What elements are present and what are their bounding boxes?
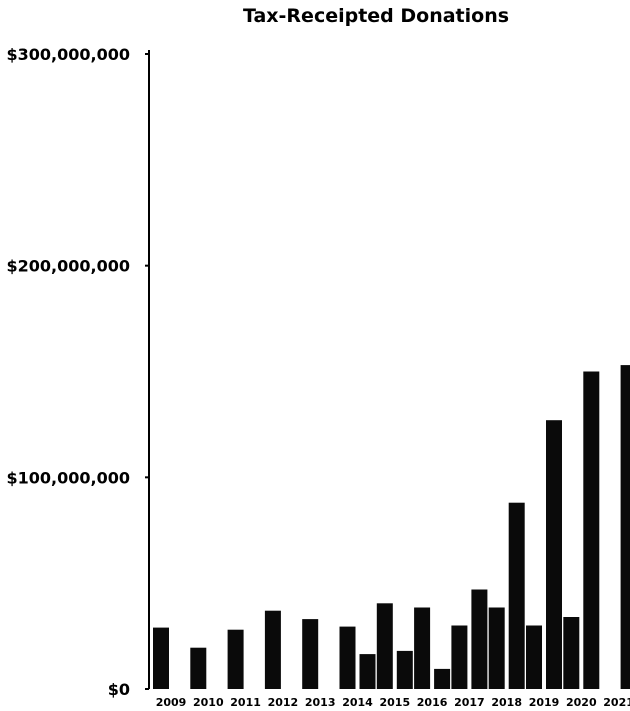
chart-title: Tax-Receipted Donations <box>243 5 509 27</box>
y-tick-label: $200,000,000 <box>7 257 130 276</box>
bar-2016-2 <box>434 668 451 689</box>
bar-2015-1 <box>376 603 393 689</box>
bar-2020-1 <box>563 617 580 689</box>
x-tick-label: 2021 <box>603 696 630 709</box>
bar-2021-2 <box>620 365 630 689</box>
x-tick-label: 2020 <box>566 696 597 709</box>
bar-2011-1 <box>227 629 244 689</box>
x-axis: 2009 2010 2011 2012 2013 2014 2015 2016 2017 2018… <box>156 696 630 709</box>
x-tick-label: 2010 <box>193 696 224 709</box>
bar-2013-1 <box>302 619 319 689</box>
bar-2009-1 <box>153 627 169 689</box>
bar-2018-1 <box>488 607 505 689</box>
x-tick-label: 2016 <box>417 696 448 709</box>
x-tick-label: 2017 <box>454 696 485 709</box>
x-tick-label: 2012 <box>268 696 299 709</box>
bar-2010-1 <box>190 647 207 689</box>
bar-2017-2 <box>471 589 488 689</box>
bar-2020-2 <box>583 371 600 689</box>
bar-2012-1 <box>264 610 281 689</box>
bar-2017-1 <box>451 625 468 689</box>
bars <box>153 365 630 689</box>
y-axis: $0 $100,000,000 $200,000,000 $300,000,000 <box>7 45 150 699</box>
y-tick-label: $0 <box>108 680 130 699</box>
x-tick-label: 2014 <box>342 696 373 709</box>
x-tick-label: 2018 <box>491 696 522 709</box>
y-tick-label: $100,000,000 <box>7 468 130 487</box>
x-tick-label: 2011 <box>230 696 261 709</box>
x-tick-label: 2009 <box>156 696 187 709</box>
bar-2014-2 <box>359 654 376 689</box>
bar-2014-1 <box>339 626 356 689</box>
bar-2016-1 <box>414 607 431 689</box>
bar-2019-2 <box>546 420 562 689</box>
bar-2018-2 <box>508 502 525 689</box>
y-tick-label: $300,000,000 <box>7 45 130 64</box>
x-tick-label: 2019 <box>529 696 560 709</box>
bar-2019-1 <box>526 625 542 689</box>
bar-2015-2 <box>396 650 413 689</box>
x-tick-label: 2015 <box>379 696 410 709</box>
x-tick-label: 2013 <box>305 696 336 709</box>
